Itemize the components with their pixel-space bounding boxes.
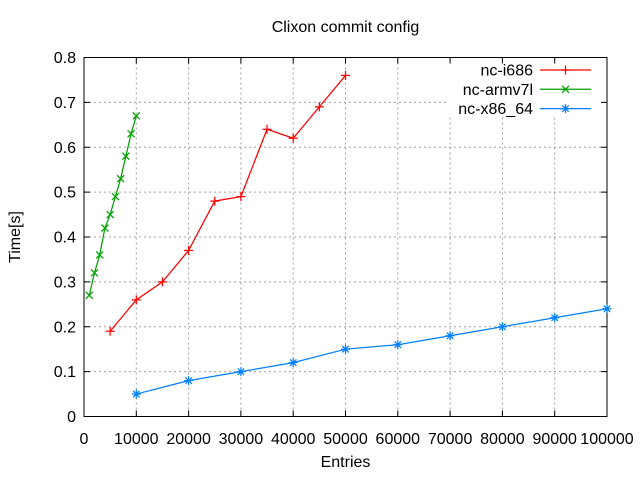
data-point-nc-x86_64 (237, 367, 245, 376)
y-tick-label: 0.2 (54, 319, 76, 336)
data-point-nc-x86_64 (551, 314, 559, 322)
x-tick-label: 70000 (428, 431, 473, 448)
data-point-nc-armv7l (90, 268, 99, 277)
y-tick-label: 0 (67, 409, 76, 426)
data-point-nc-armv7l (111, 192, 120, 201)
x-tick-label: 100000 (580, 431, 633, 448)
legend-label-nc-i686: nc-i686 (481, 63, 534, 80)
data-point-nc-armv7l (121, 152, 130, 161)
data-point-nc-x86_64 (132, 390, 140, 398)
data-point-nc-x86_64 (184, 376, 193, 385)
data-point-nc-armv7l (85, 291, 94, 300)
data-point-nc-armv7l (127, 129, 136, 138)
x-tick-label: 0 (80, 431, 89, 448)
x-axis-title: Entries (320, 454, 371, 471)
y-tick-label: 0.1 (54, 364, 76, 381)
y-tick-label: 0.3 (54, 274, 76, 291)
data-point-nc-x86_64 (289, 359, 297, 367)
data-point-nc-armv7l (106, 210, 115, 219)
data-point-nc-x86_64 (603, 305, 611, 313)
data-point-nc-x86_64 (446, 332, 454, 340)
series-line-nc-armv7l (88, 115, 137, 296)
data-point-nc-x86_64 (394, 341, 402, 349)
x-tick-label: 30000 (219, 431, 264, 448)
x-tick-label: 50000 (323, 431, 368, 448)
series-line-nc-i686 (109, 75, 346, 332)
data-point-nc-armv7l (116, 174, 125, 183)
x-tick-label: 80000 (480, 431, 525, 448)
y-tick-label: 0.6 (54, 140, 76, 157)
legend-marker-nc-x86_64 (561, 104, 570, 113)
data-point-nc-armv7l (95, 251, 104, 259)
x-tick-label: 90000 (532, 431, 577, 448)
series-line-nc-x86_64 (136, 308, 608, 395)
chart-title: Clixon commit config (271, 19, 420, 36)
data-point-nc-armv7l (100, 224, 109, 232)
y-tick-label: 0.4 (54, 230, 76, 247)
y-tick-label: 0.5 (54, 185, 76, 202)
data-point-nc-x86_64 (498, 323, 507, 331)
data-point-nc-armv7l (132, 111, 141, 120)
x-tick-label: 20000 (166, 431, 211, 448)
y-axis-title: Time[s] (7, 211, 24, 263)
y-tick-label: 0.7 (54, 95, 76, 112)
legend-label-nc-armv7l: nc-armv7l (463, 82, 533, 99)
x-tick-label: 10000 (114, 431, 159, 448)
x-tick-label: 40000 (271, 431, 316, 448)
legend-label-nc-x86_64: nc-x86_64 (458, 101, 533, 118)
y-tick-label: 0.8 (54, 50, 76, 67)
data-point-nc-x86_64 (341, 345, 350, 353)
x-tick-label: 60000 (376, 431, 421, 448)
legend-marker-nc-armv7l (561, 85, 570, 94)
